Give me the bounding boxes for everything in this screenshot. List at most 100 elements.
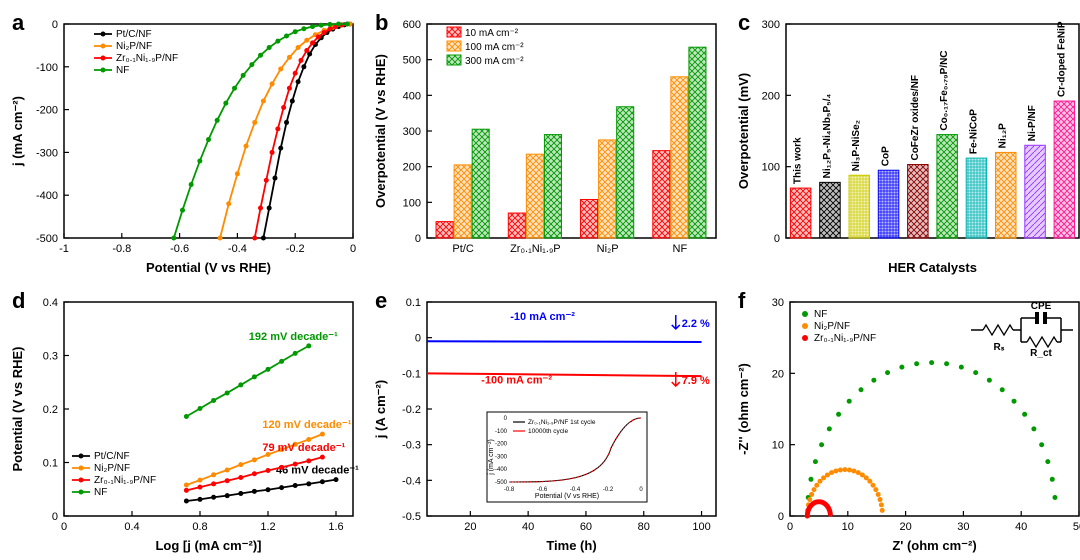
- svg-text:-0.3: -0.3: [402, 440, 421, 452]
- svg-text:-0.5: -0.5: [402, 511, 421, 523]
- svg-text:192 mV decade⁻¹: 192 mV decade⁻¹: [249, 331, 338, 343]
- svg-text:0.2: 0.2: [43, 404, 58, 416]
- svg-text:0: 0: [61, 521, 67, 533]
- svg-text:NF: NF: [116, 65, 129, 76]
- panel-a-chart: -1-0.8-0.6-0.4-0.20-500-400-300-200-1000…: [8, 8, 363, 278]
- svg-text:This work: This work: [793, 137, 804, 184]
- svg-text:400: 400: [403, 90, 421, 102]
- panel-d-label: d: [12, 288, 25, 314]
- svg-text:-200: -200: [495, 442, 508, 448]
- svg-text:R_ct: R_ct: [1030, 348, 1052, 359]
- svg-text:10 mA cm⁻²: 10 mA cm⁻²: [465, 28, 519, 39]
- panel-d: d 00.40.81.21.600.10.20.30.4Log [j (mA c…: [4, 282, 367, 560]
- svg-text:Pt/C: Pt/C: [452, 243, 473, 255]
- panel-a-label: a: [12, 10, 24, 36]
- svg-text:20: 20: [772, 368, 784, 380]
- svg-text:0.1: 0.1: [406, 297, 421, 309]
- svg-text:Pt/C/NF: Pt/C/NF: [94, 451, 130, 462]
- svg-text:-0.2: -0.2: [286, 243, 305, 255]
- svg-text:Overpotential (mV): Overpotential (mV): [736, 73, 751, 189]
- svg-text:-400: -400: [495, 467, 508, 473]
- svg-text:30: 30: [772, 297, 784, 309]
- svg-text:Ni-P/NF: Ni-P/NF: [1027, 105, 1038, 141]
- svg-text:100 mA cm⁻²: 100 mA cm⁻²: [465, 42, 524, 53]
- svg-text:0.4: 0.4: [43, 297, 58, 309]
- svg-text:NF: NF: [94, 487, 107, 498]
- svg-text:Cr-doped FeNiP: Cr-doped FeNiP: [1056, 21, 1067, 97]
- panel-c: c 0100200300HER CatalystsOverpotential (…: [730, 4, 1080, 282]
- svg-text:Pt/C/NF: Pt/C/NF: [116, 29, 152, 40]
- svg-text:Co₀.₁₇Fe₀.₇₉P/NC: Co₀.₁₇Fe₀.₇₉P/NC: [939, 50, 950, 130]
- svg-text:Time (h): Time (h): [546, 538, 596, 553]
- svg-text:-0.1: -0.1: [402, 368, 421, 380]
- svg-text:CoP: CoP: [881, 146, 892, 166]
- svg-text:-300: -300: [36, 147, 58, 159]
- svg-text:-100: -100: [36, 62, 58, 74]
- panel-e: e 20406080100-0.5-0.4-0.3-0.2-0.100.1Tim…: [367, 282, 730, 560]
- svg-text:Rₛ: Rₛ: [994, 342, 1005, 353]
- svg-text:Zr₀.₁Ni₁.₉P/NF: Zr₀.₁Ni₁.₉P/NF: [814, 333, 876, 344]
- svg-text:0: 0: [52, 19, 58, 31]
- svg-text:CoFeZr oxides/NF: CoFeZr oxides/NF: [910, 75, 921, 161]
- svg-text:Ni₁₂P₅-Ni₄Nb₅P₅/₄: Ni₁₂P₅-Ni₄Nb₅P₅/₄: [822, 93, 833, 178]
- panel-f-chart: 010203040500102030Z' (ohm cm⁻²)-Z'' (ohm…: [734, 286, 1080, 556]
- svg-text:Ni₃P-NiSe₂: Ni₃P-NiSe₂: [851, 120, 862, 171]
- svg-text:Ni₂P: Ni₂P: [597, 243, 619, 255]
- svg-text:Z' (ohm cm⁻²): Z' (ohm cm⁻²): [892, 538, 976, 553]
- svg-text:0.4: 0.4: [124, 521, 139, 533]
- svg-text:Potential (V vs RHE): Potential (V vs RHE): [535, 493, 599, 500]
- svg-text:0.3: 0.3: [43, 351, 58, 363]
- svg-text:2.2 %: 2.2 %: [682, 318, 710, 330]
- svg-text:NF: NF: [814, 309, 827, 320]
- svg-text:Ni₂P/NF: Ni₂P/NF: [94, 463, 130, 474]
- svg-text:-500: -500: [495, 480, 508, 486]
- panel-f: f 010203040500102030Z' (ohm cm⁻²)-Z'' (o…: [730, 282, 1080, 560]
- svg-text:Zr₀.₁Ni₁.₉P: Zr₀.₁Ni₁.₉P: [510, 243, 561, 255]
- svg-text:60: 60: [580, 521, 592, 533]
- panel-b: b 0100200300400500600Overpotential (V vs…: [367, 4, 730, 282]
- svg-text:50: 50: [1073, 521, 1080, 533]
- svg-text:0: 0: [415, 333, 421, 345]
- svg-text:0: 0: [787, 521, 793, 533]
- svg-text:j (mA cm⁻²): j (mA cm⁻²): [488, 439, 495, 476]
- svg-text:0.8: 0.8: [192, 521, 207, 533]
- svg-text:-0.8: -0.8: [504, 487, 515, 493]
- svg-text:-200: -200: [36, 105, 58, 117]
- panel-e-label: e: [375, 288, 387, 314]
- svg-text:80: 80: [638, 521, 650, 533]
- svg-text:-0.8: -0.8: [112, 243, 131, 255]
- svg-text:10: 10: [772, 440, 784, 452]
- svg-text:10: 10: [842, 521, 854, 533]
- svg-text:120 mV decade⁻¹: 120 mV decade⁻¹: [262, 419, 351, 431]
- svg-text:-0.2: -0.2: [603, 487, 614, 493]
- svg-text:-1: -1: [59, 243, 69, 255]
- svg-text:1.6: 1.6: [328, 521, 343, 533]
- svg-text:Log [j (mA cm⁻²)]: Log [j (mA cm⁻²)]: [155, 538, 261, 553]
- svg-text:HER Catalysts: HER Catalysts: [888, 260, 977, 275]
- svg-text:0: 0: [778, 511, 784, 523]
- svg-text:-0.6: -0.6: [537, 487, 548, 493]
- svg-text:30: 30: [957, 521, 969, 533]
- svg-text:100: 100: [762, 162, 780, 174]
- svg-text:300: 300: [403, 126, 421, 138]
- svg-text:100: 100: [403, 197, 421, 209]
- panel-b-label: b: [375, 10, 388, 36]
- panel-c-chart: 0100200300HER CatalystsOverpotential (mV…: [734, 8, 1080, 278]
- svg-text:-0.2: -0.2: [402, 404, 421, 416]
- svg-text:40: 40: [1015, 521, 1027, 533]
- svg-text:-0.4: -0.4: [570, 487, 581, 493]
- svg-text:7.9 %: 7.9 %: [682, 375, 710, 387]
- svg-text:-400: -400: [36, 190, 58, 202]
- svg-text:500: 500: [403, 55, 421, 67]
- svg-text:-500: -500: [36, 233, 58, 245]
- svg-text:600: 600: [403, 19, 421, 31]
- svg-text:0: 0: [774, 233, 780, 245]
- svg-text:CPE: CPE: [1031, 301, 1052, 312]
- svg-text:200: 200: [403, 162, 421, 174]
- svg-text:Fe-NiCoP: Fe-NiCoP: [968, 109, 979, 154]
- svg-text:-300: -300: [495, 454, 508, 460]
- svg-text:Zr₀.₁Ni₁.₉P/NF 1st cycle: Zr₀.₁Ni₁.₉P/NF 1st cycle: [528, 419, 596, 426]
- svg-text:0.1: 0.1: [43, 458, 58, 470]
- svg-text:j (mA cm⁻²): j (mA cm⁻²): [10, 96, 25, 167]
- svg-text:0: 0: [350, 243, 356, 255]
